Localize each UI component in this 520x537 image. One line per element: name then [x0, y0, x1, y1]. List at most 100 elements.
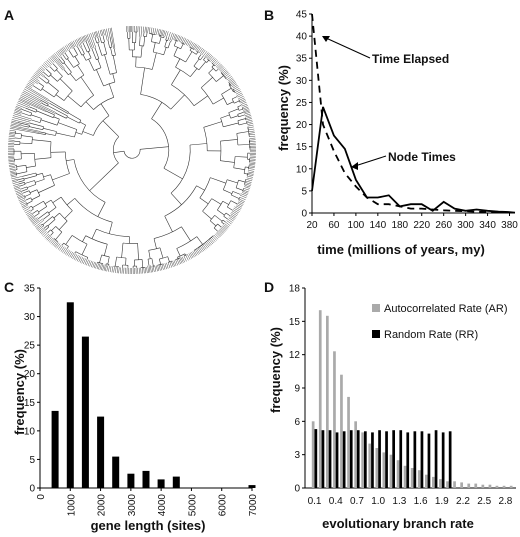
tree-arc	[101, 41, 105, 44]
tree-leaf-branch	[43, 232, 48, 237]
tree-leaf-branch	[42, 63, 48, 68]
tree-arc	[101, 53, 107, 56]
tree-branch	[36, 110, 54, 118]
tree-arc	[93, 67, 102, 71]
tree-leaf-branch	[160, 29, 163, 36]
tree-branch	[86, 257, 89, 260]
tree-branch	[52, 173, 70, 181]
tree-branch	[47, 105, 68, 117]
tree-leaf-branch	[73, 40, 77, 48]
tree-branch	[140, 45, 143, 58]
panel-b-x-tick-label: 100	[348, 220, 365, 231]
tree-leaf-branch	[60, 246, 65, 252]
panel-d-ylabel: frequency (%)	[268, 327, 283, 413]
tree-leaf-branch	[86, 34, 93, 49]
tree-leaf-branch	[13, 183, 20, 186]
tree-leaf-branch	[52, 54, 66, 69]
tree-arc	[63, 90, 73, 101]
panel-c-y-tick-label: 25	[24, 341, 36, 352]
tree-leaf-branch	[12, 180, 19, 183]
panel-b-y-tick-label: 40	[296, 32, 308, 43]
panel-b-y-tick-label: 10	[296, 164, 308, 175]
tree-leaf-branch	[106, 28, 109, 40]
tree-branch	[206, 60, 209, 63]
tree-leaf-branch	[65, 249, 69, 255]
tree-branch	[43, 225, 48, 229]
panel-d-y-tick-label: 6	[294, 417, 300, 428]
tree-arc	[113, 136, 120, 164]
tree-leaf-branch	[189, 252, 194, 259]
tree-arc	[176, 236, 197, 249]
bar-ar	[488, 484, 492, 488]
tree-leaf-branch	[231, 210, 239, 215]
panel-b-x-tick-label: 300	[457, 220, 474, 231]
series-node-times-line	[311, 106, 516, 214]
tree-leaf-branch	[11, 119, 30, 125]
tree-leaf-branch	[208, 55, 214, 61]
tree-branch	[66, 198, 75, 206]
tree-leaf-branch	[213, 234, 219, 240]
panel-c-bar	[81, 336, 89, 488]
bar-ar	[425, 474, 428, 488]
tree-branch	[49, 103, 68, 114]
tree-branch	[141, 259, 144, 268]
tree-leaf-branch	[249, 160, 256, 162]
tree-leaf-branch	[237, 201, 244, 205]
tree-leaf-branch	[23, 88, 50, 104]
tree-leaf-branch	[247, 171, 254, 174]
bar-ar	[474, 483, 478, 488]
tree-arc	[55, 131, 57, 136]
tree-leaf-branch	[226, 220, 232, 225]
tree-leaf-branch	[109, 27, 115, 49]
tree-branch	[63, 62, 72, 73]
tree-leaf-branch	[223, 224, 229, 229]
tree-branch	[237, 118, 246, 121]
tree-branch	[22, 172, 36, 177]
tree-branch	[99, 36, 102, 43]
tree-leaf-branch	[212, 235, 217, 241]
tree-leaf-branch	[203, 51, 208, 57]
panel-c-x-tick-label: 7000	[248, 494, 259, 517]
tree-leaf-branch	[63, 46, 67, 52]
tree-leaf-branch	[211, 58, 216, 63]
tree-arc	[56, 119, 60, 126]
tree-leaf-branch	[167, 262, 171, 269]
panel-c-xlabel: gene length (sites)	[91, 518, 206, 533]
panel-c-x-tick-label: 6000	[218, 494, 229, 517]
tree-leaf-branch	[62, 247, 66, 253]
tree-arc	[112, 54, 116, 57]
tree-leaf-branch	[66, 44, 70, 50]
tree-arc	[81, 124, 86, 135]
tree-arc	[170, 144, 191, 194]
arrow-head-node-times	[351, 162, 358, 170]
bar-ar	[502, 485, 506, 488]
tree-branch	[73, 47, 78, 55]
tree-branch	[163, 167, 183, 180]
tree-leaf-branch	[9, 131, 16, 134]
tree-arc	[228, 112, 231, 119]
bar-ar	[432, 476, 435, 488]
tree-branch	[79, 121, 86, 126]
tree-branch	[16, 171, 28, 175]
panel-b-x-tick-label: 60	[328, 220, 340, 231]
tree-leaf-branch	[8, 161, 15, 163]
tree-leaf-branch	[150, 27, 153, 34]
tree-branch	[88, 58, 95, 71]
tree-leaf-branch	[87, 260, 91, 266]
tree-branch	[30, 208, 34, 211]
tree-leaf-branch	[53, 241, 59, 247]
tree-leaf-branch	[120, 267, 122, 274]
tree-leaf-branch	[249, 162, 256, 164]
tree-leaf-branch	[76, 255, 81, 262]
tree-arc	[153, 226, 182, 239]
tree-arc	[67, 111, 69, 114]
tree-leaf-branch	[227, 218, 233, 223]
bar-ar	[361, 432, 364, 488]
tree-branch	[97, 37, 100, 43]
bar-ar	[509, 485, 513, 488]
tree-arc	[116, 256, 127, 259]
tree-branch	[47, 219, 56, 227]
tree-leaf-branch	[246, 118, 252, 121]
panel-d-y-tick-label: 3	[294, 450, 300, 461]
legend-label-ar: Autocorrelated Rate (AR)	[384, 303, 508, 315]
